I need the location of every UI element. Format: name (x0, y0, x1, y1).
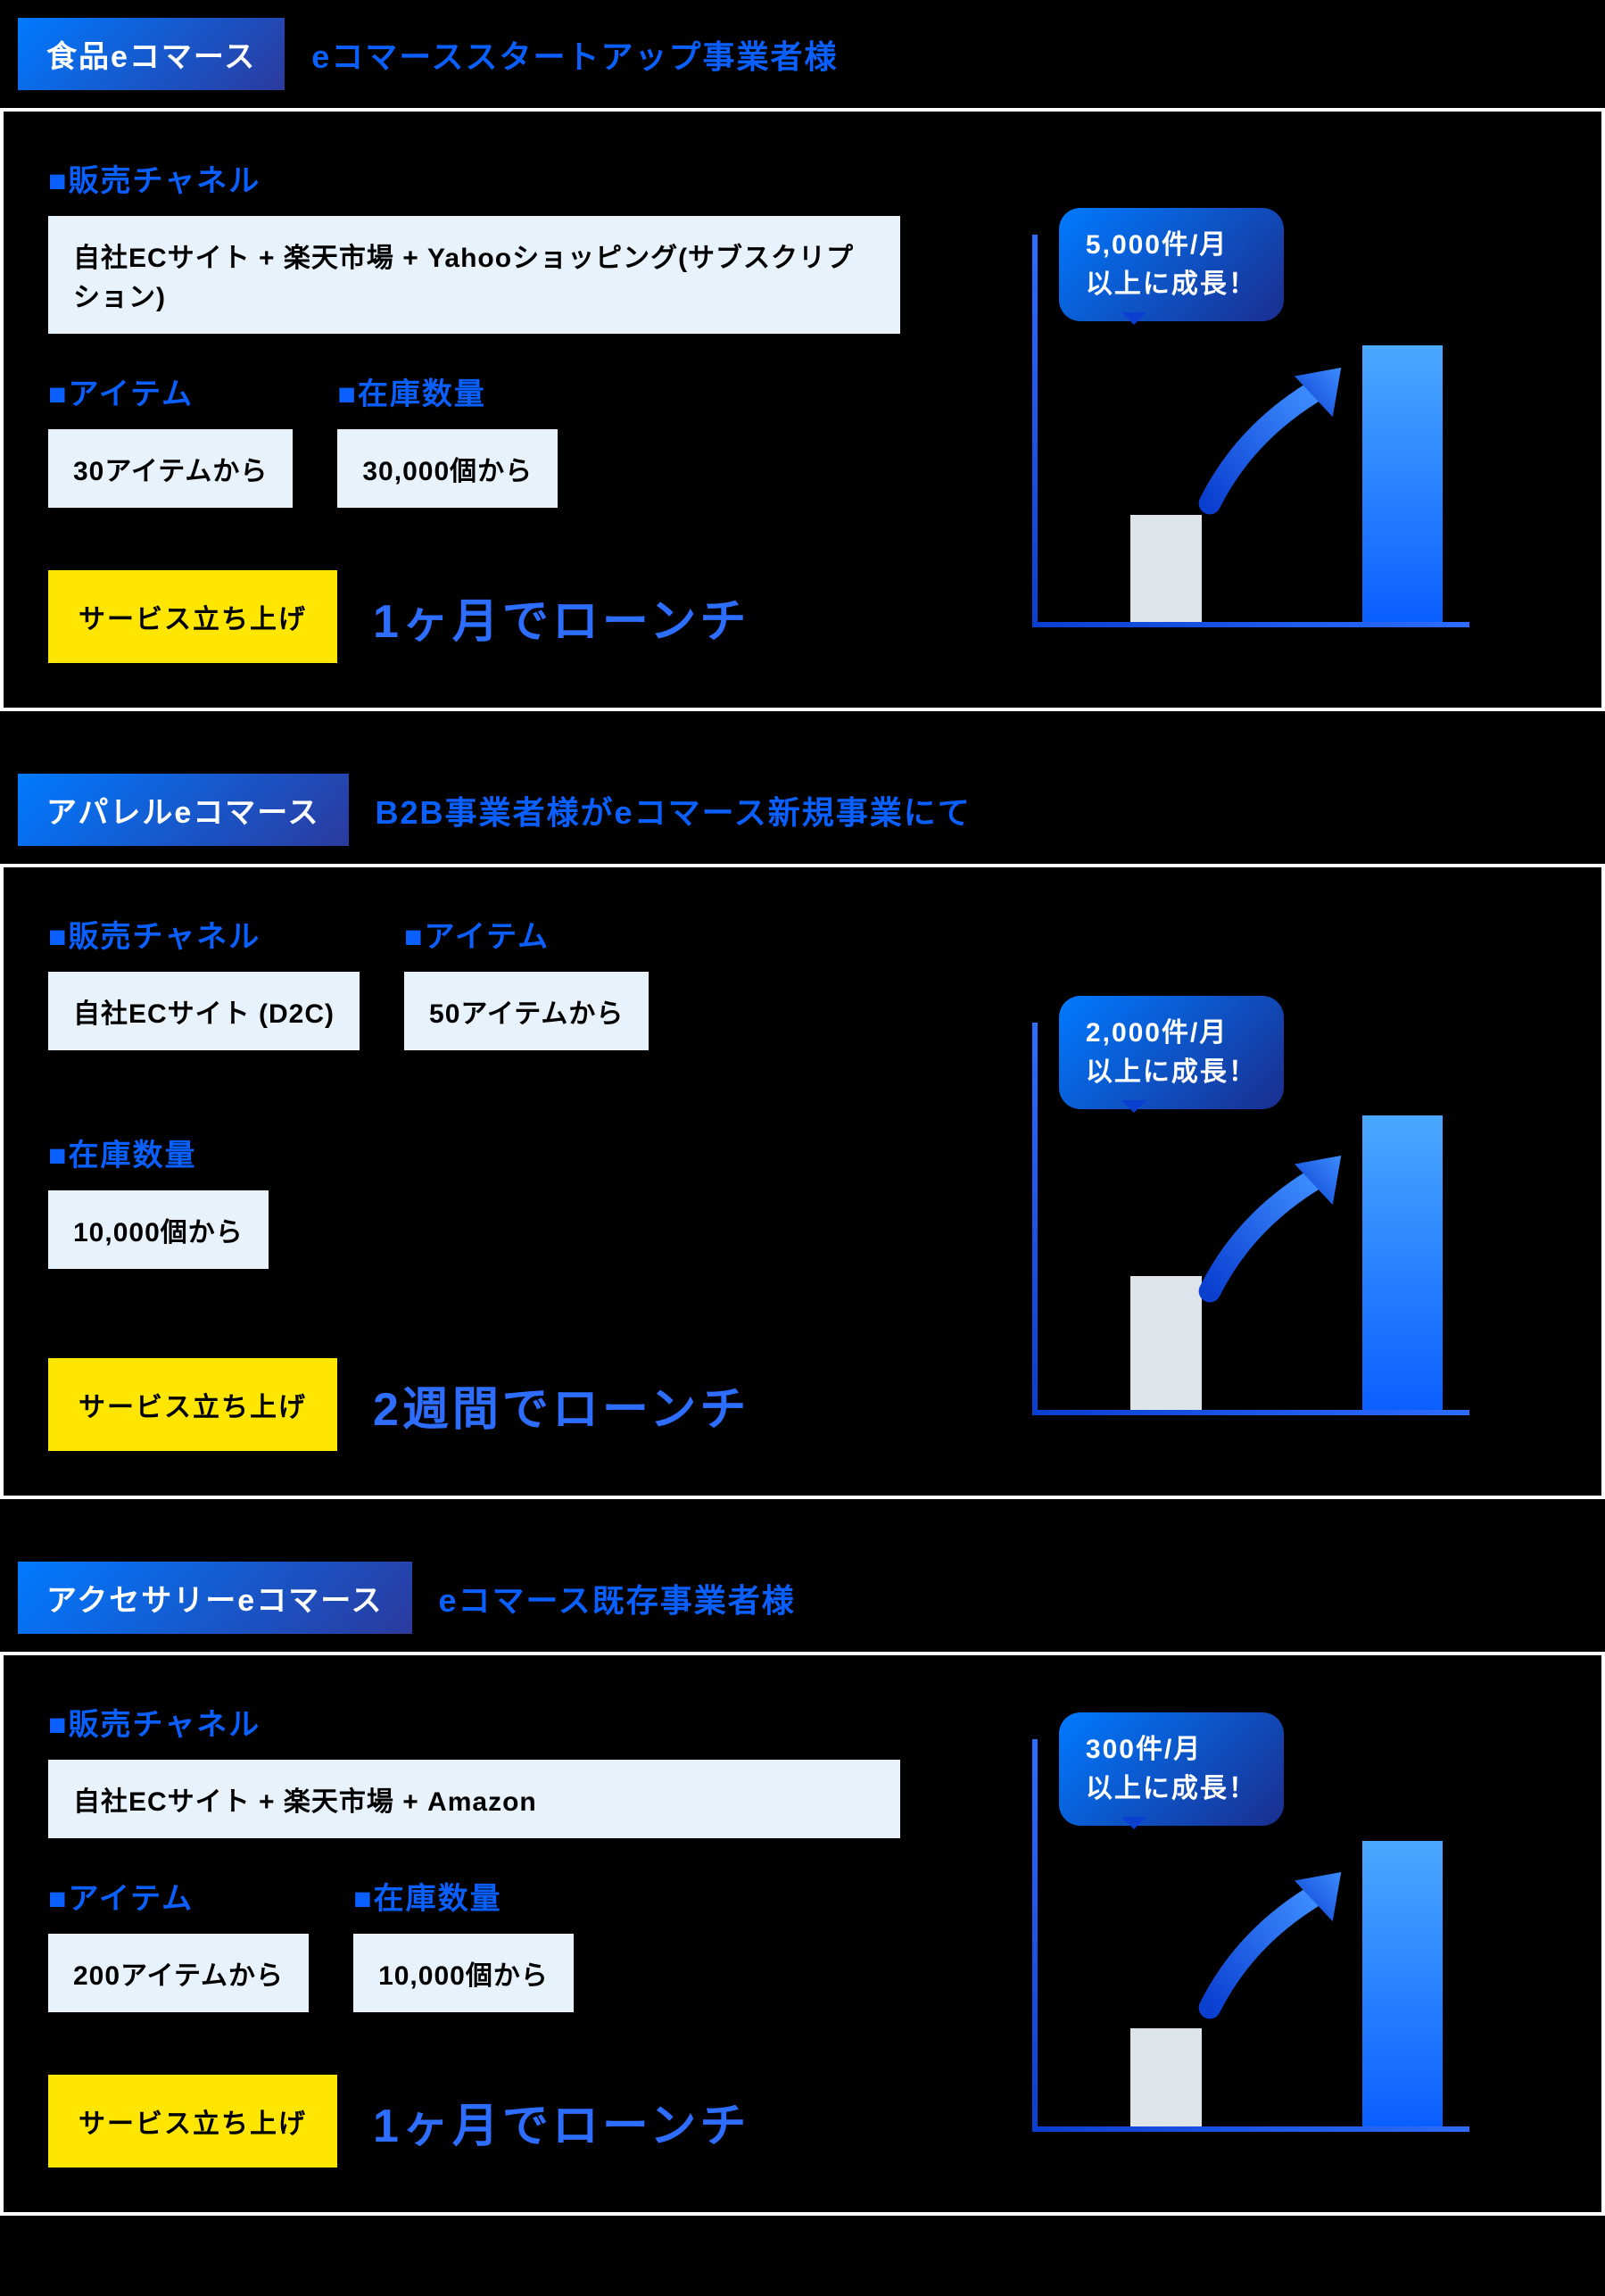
chart-bar-before (1130, 515, 1202, 622)
item-field: ■アイテム 30アイテムから (48, 369, 293, 543)
card-header: 食品eコマース eコマーススタートアップ事業者様 (0, 18, 1605, 90)
chart-y-axis (1032, 1739, 1038, 2132)
item-value: 200アイテムから (48, 1934, 309, 2012)
chart-bar-after (1362, 1841, 1443, 2126)
item-field: ■アイテム 50アイテムから (404, 912, 649, 1086)
growth-chart: 300件/月 以上に成長！ (1005, 1739, 1469, 2168)
chart-y-axis (1032, 1023, 1038, 1415)
channel-value: 自社ECサイト + 楽天市場 + Amazon (48, 1760, 900, 1838)
stock-label: ■在庫数量 (48, 1131, 269, 1174)
stock-label: ■在庫数量 (353, 1874, 574, 1918)
launch-duration-text: 1ヶ月でローンチ (373, 2088, 749, 2155)
stock-field: ■在庫数量 10,000個から (353, 1874, 574, 2048)
bubble-line2: 以上に成長！ (1086, 1057, 1257, 1087)
card-chart-column: 5,000件/月 以上に成長！ (918, 156, 1557, 663)
item-value: 50アイテムから (404, 972, 649, 1050)
category-badge: 食品eコマース (18, 18, 285, 90)
chart-y-axis (1032, 235, 1038, 627)
chart-bar-after (1362, 345, 1443, 622)
growth-bubble: 2,000件/月 以上に成長！ (1059, 996, 1284, 1109)
card-left-column: ■販売チャネル 自社ECサイト + 楽天市場 + Amazon ■アイテム 20… (48, 1700, 900, 2168)
stock-label: ■在庫数量 (337, 369, 558, 413)
bubble-line2: 以上に成長！ (1086, 1774, 1257, 1803)
chart-bar-after (1362, 1115, 1443, 1410)
service-launch-box: サービス立ち上げ (48, 2075, 337, 2168)
chart-bar-before (1130, 1276, 1202, 1410)
item-label: ■アイテム (48, 369, 293, 413)
item-label: ■アイテム (48, 1874, 309, 1918)
card-header: アパレルeコマース B2B事業者様がeコマース新規事業にて (0, 774, 1605, 846)
category-badge: アパレルeコマース (18, 774, 349, 846)
chart-x-axis (1032, 622, 1469, 627)
chart-bar-before (1130, 2028, 1202, 2126)
launch-duration-text: 2週間でローンチ (373, 1372, 749, 1438)
card-left-column: ■販売チャネル 自社ECサイト + 楽天市場 + Yahooショッピング(サブス… (48, 156, 900, 663)
channel-value: 自社ECサイト + 楽天市場 + Yahooショッピング(サブスクリプション) (48, 216, 900, 334)
card-left-column: ■販売チャネル 自社ECサイト (D2C) ■アイテム 50アイテムから ■在庫… (48, 912, 900, 1451)
card-body: ■販売チャネル 自社ECサイト (D2C) ■アイテム 50アイテムから ■在庫… (0, 864, 1605, 1499)
channel-label: ■販売チャネル (48, 1700, 900, 1744)
card-subtitle: eコマーススタートアップ事業者様 (311, 31, 838, 78)
case-card: アクセサリーeコマース eコマース既存事業者様 ■販売チャネル 自社ECサイト … (0, 1562, 1605, 2216)
card-chart-column: 2,000件/月 以上に成長！ (918, 912, 1557, 1451)
item-field: ■アイテム 200アイテムから (48, 1874, 309, 2048)
channel-value: 自社ECサイト (D2C) (48, 972, 360, 1050)
stock-field: ■在庫数量 30,000個から (337, 369, 558, 543)
growth-arrow-icon (1193, 1855, 1362, 2025)
chart-x-axis (1032, 1410, 1469, 1415)
card-subtitle: B2B事業者様がeコマース新規事業にて (376, 787, 972, 833)
card-subtitle: eコマース既存事業者様 (439, 1575, 796, 1621)
case-card: 食品eコマース eコマーススタートアップ事業者様 ■販売チャネル 自社ECサイト… (0, 18, 1605, 711)
bubble-line1: 300件/月 (1086, 1735, 1202, 1764)
card-header: アクセサリーeコマース eコマース既存事業者様 (0, 1562, 1605, 1634)
growth-bubble: 5,000件/月 以上に成長！ (1059, 208, 1284, 321)
growth-arrow-icon (1193, 1139, 1362, 1308)
category-badge: アクセサリーeコマース (18, 1562, 412, 1634)
growth-bubble: 300件/月 以上に成長！ (1059, 1712, 1284, 1826)
channel-field: ■販売チャネル 自社ECサイト + 楽天市場 + Yahooショッピング(サブス… (48, 156, 900, 369)
launch-duration-text: 1ヶ月でローンチ (373, 584, 749, 651)
bubble-line1: 2,000件/月 (1086, 1018, 1228, 1048)
bubble-line2: 以上に成長！ (1086, 269, 1257, 299)
stock-value: 10,000個から (353, 1934, 574, 2012)
card-body: ■販売チャネル 自社ECサイト + 楽天市場 + Amazon ■アイテム 20… (0, 1652, 1605, 2216)
case-card: アパレルeコマース B2B事業者様がeコマース新規事業にて ■販売チャネル 自社… (0, 774, 1605, 1499)
service-launch-box: サービス立ち上げ (48, 1358, 337, 1451)
channel-label: ■販売チャネル (48, 912, 360, 956)
bubble-line1: 5,000件/月 (1086, 230, 1228, 260)
growth-chart: 5,000件/月 以上に成長！ (1005, 235, 1469, 663)
item-value: 30アイテムから (48, 429, 293, 508)
item-label: ■アイテム (404, 912, 649, 956)
stock-field: ■在庫数量 10,000個から (48, 1131, 269, 1305)
stock-value: 10,000個から (48, 1190, 269, 1269)
channel-field: ■販売チャネル 自社ECサイト + 楽天市場 + Amazon (48, 1700, 900, 1874)
chart-x-axis (1032, 2126, 1469, 2132)
card-body: ■販売チャネル 自社ECサイト + 楽天市場 + Yahooショッピング(サブス… (0, 108, 1605, 711)
service-launch-box: サービス立ち上げ (48, 570, 337, 663)
channel-field: ■販売チャネル 自社ECサイト (D2C) (48, 912, 360, 1086)
channel-label: ■販売チャネル (48, 156, 900, 200)
stock-value: 30,000個から (337, 429, 558, 508)
growth-chart: 2,000件/月 以上に成長！ (1005, 1023, 1469, 1451)
growth-arrow-icon (1193, 351, 1362, 520)
card-chart-column: 300件/月 以上に成長！ (918, 1700, 1557, 2168)
